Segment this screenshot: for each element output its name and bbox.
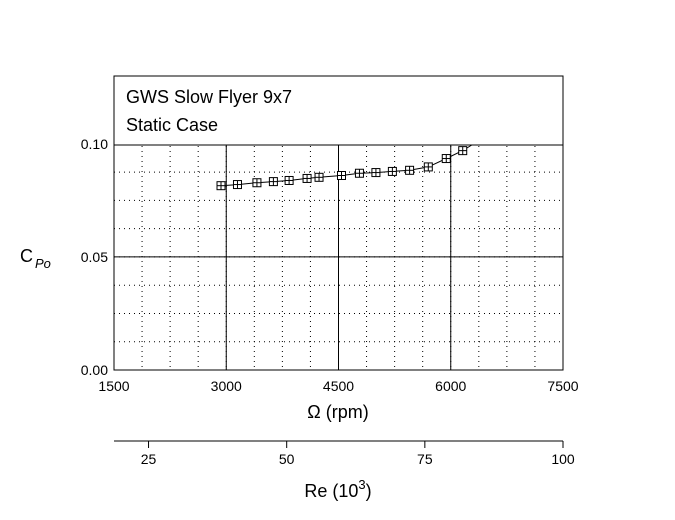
- y-axis-title: C Po: [20, 246, 51, 271]
- y-tick-labels: 0.00 0.05 0.10: [81, 136, 108, 378]
- legend-box: [113, 75, 564, 146]
- data-point-marker: [232, 180, 242, 190]
- data-point-marker: [354, 168, 364, 178]
- data-point-marker: [387, 166, 397, 176]
- data-point-marker: [441, 154, 451, 164]
- plot-frame: [113, 75, 564, 371]
- secondary-axis-title-end: ): [366, 481, 372, 501]
- data-point-marker: [252, 178, 262, 188]
- x-tick-label: 1500: [98, 378, 129, 394]
- y-tick-label: 0.00: [81, 362, 108, 378]
- x-tick-label: 6000: [435, 378, 466, 394]
- data-point-marker: [423, 162, 433, 172]
- y-tick-label: 0.05: [81, 249, 108, 265]
- y-tick-label: 0.10: [81, 136, 108, 152]
- x-tick-label: 7500: [547, 378, 578, 394]
- secondary-axis-title-base: Re (10: [304, 481, 358, 501]
- secondary-tick-label: 25: [141, 451, 157, 467]
- secondary-axis-title-sup: 3: [358, 477, 365, 492]
- data-point-marker: [371, 168, 381, 178]
- series-polyline: [220, 144, 473, 187]
- secondary-axis-title: Re (103): [304, 477, 371, 501]
- x-tick-label: 4500: [323, 378, 354, 394]
- series-line: [220, 144, 473, 187]
- x-axis-title: Ω (rpm): [307, 402, 368, 422]
- data-point-marker: [284, 175, 294, 185]
- legend-line-1: GWS Slow Flyer 9x7: [126, 87, 292, 107]
- secondary-axis-ticks: 25 50 75 100: [141, 441, 575, 467]
- data-point-marker: [302, 173, 312, 183]
- data-point-marker: [268, 177, 278, 187]
- y-axis-title-sub: Po: [35, 256, 51, 271]
- x-tick-label: 3000: [211, 378, 242, 394]
- data-point-marker: [314, 172, 324, 182]
- secondary-tick-label: 100: [551, 451, 575, 467]
- secondary-tick-label: 75: [417, 451, 433, 467]
- data-point-marker: [216, 181, 226, 191]
- data-markers: [216, 146, 468, 191]
- y-axis-title-main: C: [20, 246, 33, 266]
- legend-line-2: Static Case: [126, 115, 218, 135]
- data-point-marker: [336, 171, 346, 181]
- x-tick-labels: 1500 3000 4500 6000 7500: [98, 378, 578, 394]
- data-point-marker: [405, 165, 415, 175]
- secondary-tick-label: 50: [279, 451, 295, 467]
- data-point-marker: [458, 146, 468, 156]
